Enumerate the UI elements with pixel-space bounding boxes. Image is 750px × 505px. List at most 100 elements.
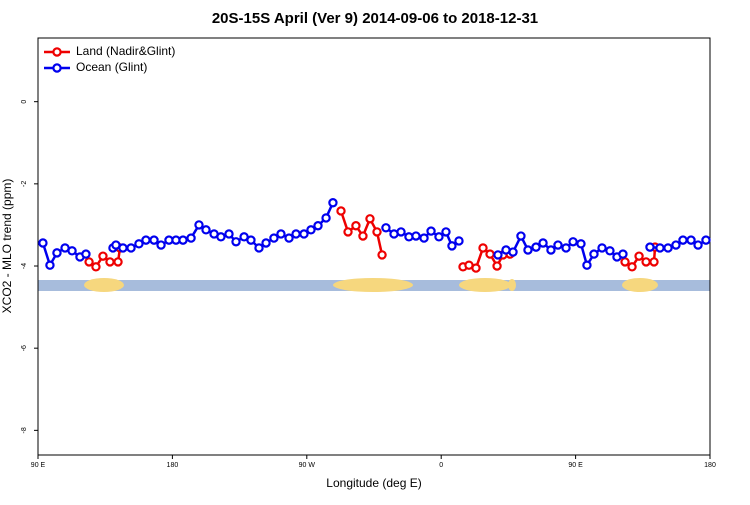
data-point — [343, 227, 353, 237]
data-point — [84, 257, 94, 267]
data-point — [576, 239, 586, 249]
data-point — [321, 213, 331, 223]
data-point — [194, 220, 204, 230]
data-point — [471, 263, 481, 273]
legend-marker — [52, 47, 62, 57]
data-point — [411, 231, 421, 241]
data-point — [419, 233, 429, 243]
plot-frame — [37, 37, 711, 456]
data-point — [620, 257, 630, 267]
x-tick-label: 180 — [704, 462, 716, 469]
data-point — [508, 247, 518, 257]
data-point — [149, 235, 159, 245]
land-patch — [508, 279, 516, 291]
data-point — [365, 214, 375, 224]
land-mask — [38, 278, 710, 292]
data-point — [276, 229, 286, 239]
data-point — [291, 229, 301, 239]
data-point — [216, 232, 226, 242]
data-point — [523, 245, 533, 255]
data-point — [201, 225, 211, 235]
data-point — [538, 238, 548, 248]
data-point — [224, 229, 234, 239]
data-point — [478, 243, 488, 253]
data-point — [98, 251, 108, 261]
legend-label: Ocean (Glint) — [76, 60, 147, 74]
series — [38, 198, 711, 270]
data-point — [113, 257, 123, 267]
data-point — [38, 238, 48, 248]
land-patch — [84, 278, 124, 292]
data-point — [618, 249, 628, 259]
data-point — [447, 241, 457, 251]
data-point — [426, 226, 436, 236]
y-tick-label: -6 — [21, 345, 28, 351]
x-tick-label: 0 — [439, 462, 443, 469]
data-point — [372, 227, 382, 237]
x-tick-label: 180 — [167, 462, 179, 469]
legend-marker — [52, 63, 62, 73]
data-point — [485, 249, 495, 259]
x-axis-label: Longitude (deg E) — [326, 476, 421, 490]
data-point — [434, 232, 444, 242]
data-point — [686, 235, 696, 245]
data-point — [52, 248, 62, 258]
data-point — [493, 250, 503, 260]
y-tick-label: -4 — [21, 263, 28, 269]
legend-label: Land (Nadir&Glint) — [76, 44, 175, 58]
x-tick-label: 90 W — [299, 462, 316, 469]
data-point — [516, 231, 526, 241]
data-point — [678, 235, 688, 245]
y-tick-label: 0 — [21, 100, 28, 104]
data-point — [546, 245, 556, 255]
data-point — [118, 243, 128, 253]
data-point — [605, 246, 615, 256]
data-point — [641, 257, 651, 267]
data-point — [634, 251, 644, 261]
data-point — [531, 242, 541, 252]
data-point — [597, 243, 607, 253]
data-point — [701, 235, 711, 245]
data-point — [454, 236, 464, 246]
land-patch — [459, 278, 511, 292]
data-point — [45, 260, 55, 270]
data-point — [671, 240, 681, 250]
data-point — [178, 235, 188, 245]
data-point — [377, 250, 387, 260]
data-point — [645, 242, 655, 252]
data-point — [306, 225, 316, 235]
data-point — [246, 235, 256, 245]
data-point — [655, 243, 665, 253]
data-point — [134, 239, 144, 249]
chart-title: 20S-15S April (Ver 9) 2014-09-06 to 2018… — [212, 10, 538, 27]
data-point — [284, 233, 294, 243]
data-point — [649, 257, 659, 267]
data-point — [254, 243, 264, 253]
data-point — [582, 260, 592, 270]
data-point — [568, 237, 578, 247]
data-point — [441, 227, 451, 237]
data-point — [381, 223, 391, 233]
data-point — [269, 233, 279, 243]
data-point — [328, 198, 338, 208]
x-tick-label: 90 E — [568, 462, 583, 469]
data-point — [561, 243, 571, 253]
data-point — [156, 240, 166, 250]
data-point — [141, 235, 151, 245]
data-point — [693, 240, 703, 250]
data-point — [492, 261, 502, 271]
data-point — [261, 238, 271, 248]
data-point — [358, 231, 368, 241]
y-tick-label: -2 — [21, 181, 28, 187]
data-point — [589, 249, 599, 259]
data-point — [126, 243, 136, 253]
x-tick-label: 90 E — [31, 462, 46, 469]
data-point — [91, 262, 101, 272]
y-axis-label: XCO2 - MLO trend (ppm) — [0, 179, 14, 314]
data-point — [663, 243, 673, 253]
data-point — [105, 257, 115, 267]
data-point — [396, 227, 406, 237]
data-point — [351, 221, 361, 231]
data-point — [553, 240, 563, 250]
